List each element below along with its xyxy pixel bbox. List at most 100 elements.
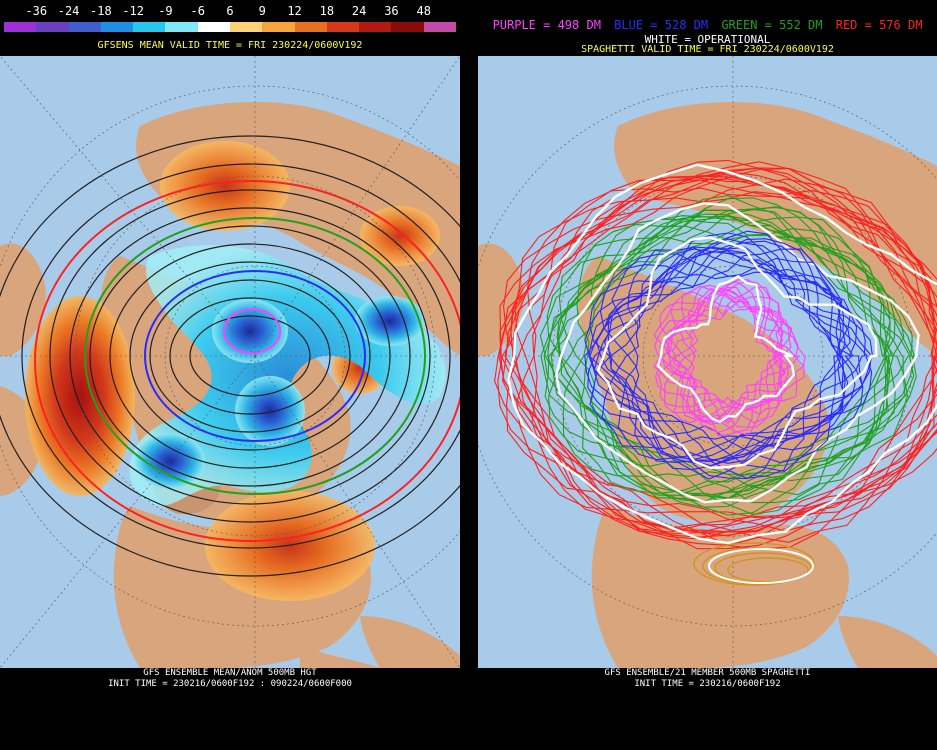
- meridian: [254, 56, 460, 357]
- anomaly-neg-arctic: [212, 299, 288, 363]
- colorbar-swatch: [326, 22, 360, 32]
- mean-valid-time-title: GFSENS MEAN VALID TIME = FRI 230224/0600…: [97, 40, 363, 51]
- legend-red: RED = 576 DM: [835, 18, 923, 32]
- land-arctic-north-america: [578, 256, 829, 523]
- spaghetti-green: [576, 223, 893, 495]
- spaghetti-purple: [669, 281, 805, 425]
- mean-footer-init: INIT TIME = 230216/0600F192 : 090224/060…: [108, 679, 352, 689]
- spaghetti-footer-init: INIT TIME = 230216/0600F192: [634, 679, 781, 689]
- spaghetti-blue: [601, 247, 844, 451]
- spaghetti-blue: [611, 253, 846, 461]
- spaghetti-legend: PURPLE = 498 DM BLUE = 528 DM GREEN = 55…: [478, 18, 937, 32]
- colorbar-swatch: [100, 22, 134, 32]
- land-south-america-tip: [360, 616, 460, 668]
- mean-footer-product: GFS ENSEMBLE MEAN/ANOM 500MB HGT: [143, 668, 317, 678]
- colorbar-swatch: [229, 22, 263, 32]
- spaghetti-blue: [589, 248, 848, 464]
- contour-magenta: [223, 308, 281, 354]
- colorbar-label: -18: [90, 4, 112, 18]
- colorbar-label: -24: [57, 4, 80, 18]
- tropical-spaghetti: [693, 542, 815, 586]
- colorbar-swatch: [133, 22, 166, 32]
- anomaly-neg-pacific: [355, 296, 425, 346]
- spaghetti-green: [557, 208, 917, 502]
- colorbar-swatch: [423, 22, 456, 32]
- colorbar-swatch: [359, 22, 392, 32]
- colorbar-label: 24: [351, 4, 367, 18]
- colorbar-label: 6: [226, 4, 234, 18]
- spaghetti-red: [497, 175, 937, 543]
- spaghetti-green: [547, 215, 913, 516]
- legend-green: GREEN = 552 DM: [721, 18, 823, 32]
- colorbar-swatch: [197, 22, 230, 32]
- spaghetti-red: [516, 179, 937, 519]
- spaghetti-green: [558, 228, 891, 497]
- colorbar-swatch: [68, 22, 101, 32]
- colorbar-label: -6: [190, 4, 205, 18]
- meridian: [254, 355, 460, 668]
- contour: [0, 135, 460, 577]
- operational-line: [656, 274, 796, 424]
- spaghetti-blue: [593, 232, 873, 464]
- anomaly-pos-west: [25, 296, 135, 496]
- colorbar-swatch: [165, 22, 198, 32]
- legend-purple: PURPLE = 498 DM: [492, 18, 601, 32]
- graticule: [0, 56, 460, 668]
- spaghetti-blue: [603, 238, 873, 471]
- land-europe: [478, 243, 524, 356]
- colorbar-label: -36: [25, 4, 48, 18]
- anomaly-pos-south: [205, 491, 375, 601]
- colorbar-label: 48: [416, 4, 431, 18]
- colorbar-swatch: [391, 22, 424, 32]
- operational-line: [507, 163, 937, 545]
- spaghetti-red: [503, 178, 936, 538]
- legend-blue: BLUE = 528 DM: [614, 18, 709, 32]
- spaghetti-green: [548, 215, 891, 496]
- colorbar-label: -9: [158, 4, 173, 18]
- land-central-america: [300, 646, 380, 668]
- anomaly-neg-atlantic: [135, 433, 205, 489]
- spaghetti-blue: [607, 240, 864, 460]
- meridian: [0, 56, 256, 357]
- spaghetti-green: [539, 206, 896, 500]
- colorbar-label: 36: [384, 4, 399, 18]
- ensemble-mean-map: [0, 56, 460, 668]
- spaghetti-purple: [653, 286, 787, 423]
- anomaly-pos-siberia: [160, 141, 290, 231]
- colorbar-label: 12: [287, 4, 302, 18]
- spaghetti-member-lines: [494, 159, 937, 550]
- colorbar-label: -12: [122, 4, 144, 18]
- anomaly-neg-greenland: [235, 376, 305, 446]
- spaghetti-blue: [588, 230, 863, 461]
- ensemble-mean-panel: -36 -24 -18 -12 -9 -6 6 9 12 18 24 36 48 GFSENS MEAN…: [0, 0, 460, 750]
- meridian: [0, 355, 256, 668]
- land-north-america: [591, 506, 849, 668]
- spaghetti-red: [510, 167, 937, 533]
- contour: [21, 163, 460, 549]
- spaghetti-green: [543, 197, 906, 497]
- colorbar-swatch: [4, 22, 37, 32]
- contour-red: [34, 180, 460, 542]
- spaghetti-map: [478, 56, 937, 668]
- land-europe: [0, 243, 46, 356]
- gulf-contour: [693, 542, 815, 586]
- spaghetti-red: [512, 167, 937, 540]
- spaghetti-blue: [589, 251, 866, 480]
- spaghetti-blue: [584, 238, 856, 467]
- colorbar-swatch: [262, 22, 295, 32]
- spaghetti-purple: [655, 287, 790, 428]
- colorbar-label: 18: [319, 4, 335, 18]
- spaghetti-panel: PURPLE = 498 DM BLUE = 528 DM GREEN = 55…: [478, 0, 937, 750]
- operational-line: [596, 236, 878, 470]
- colorbar-swatch: [36, 22, 69, 32]
- spaghetti-footer-product: GFS ENSEMBLE/21 MEMBER 500MB SPAGHETTI: [604, 668, 811, 678]
- spaghetti-red: [514, 190, 937, 535]
- spaghetti-valid-time-title: SPAGHETTI VALID TIME = FRI 230224/0600V1…: [581, 44, 834, 55]
- anomaly-colorbar: [4, 22, 456, 32]
- colorbar-label: 9: [258, 4, 266, 18]
- spaghetti-red: [499, 167, 937, 533]
- spaghetti-green: [544, 216, 896, 504]
- legend-white-operational: WHITE = OPERATIONAL: [644, 33, 771, 46]
- operational-line: [555, 202, 920, 504]
- land-south-america-tip: [838, 616, 937, 668]
